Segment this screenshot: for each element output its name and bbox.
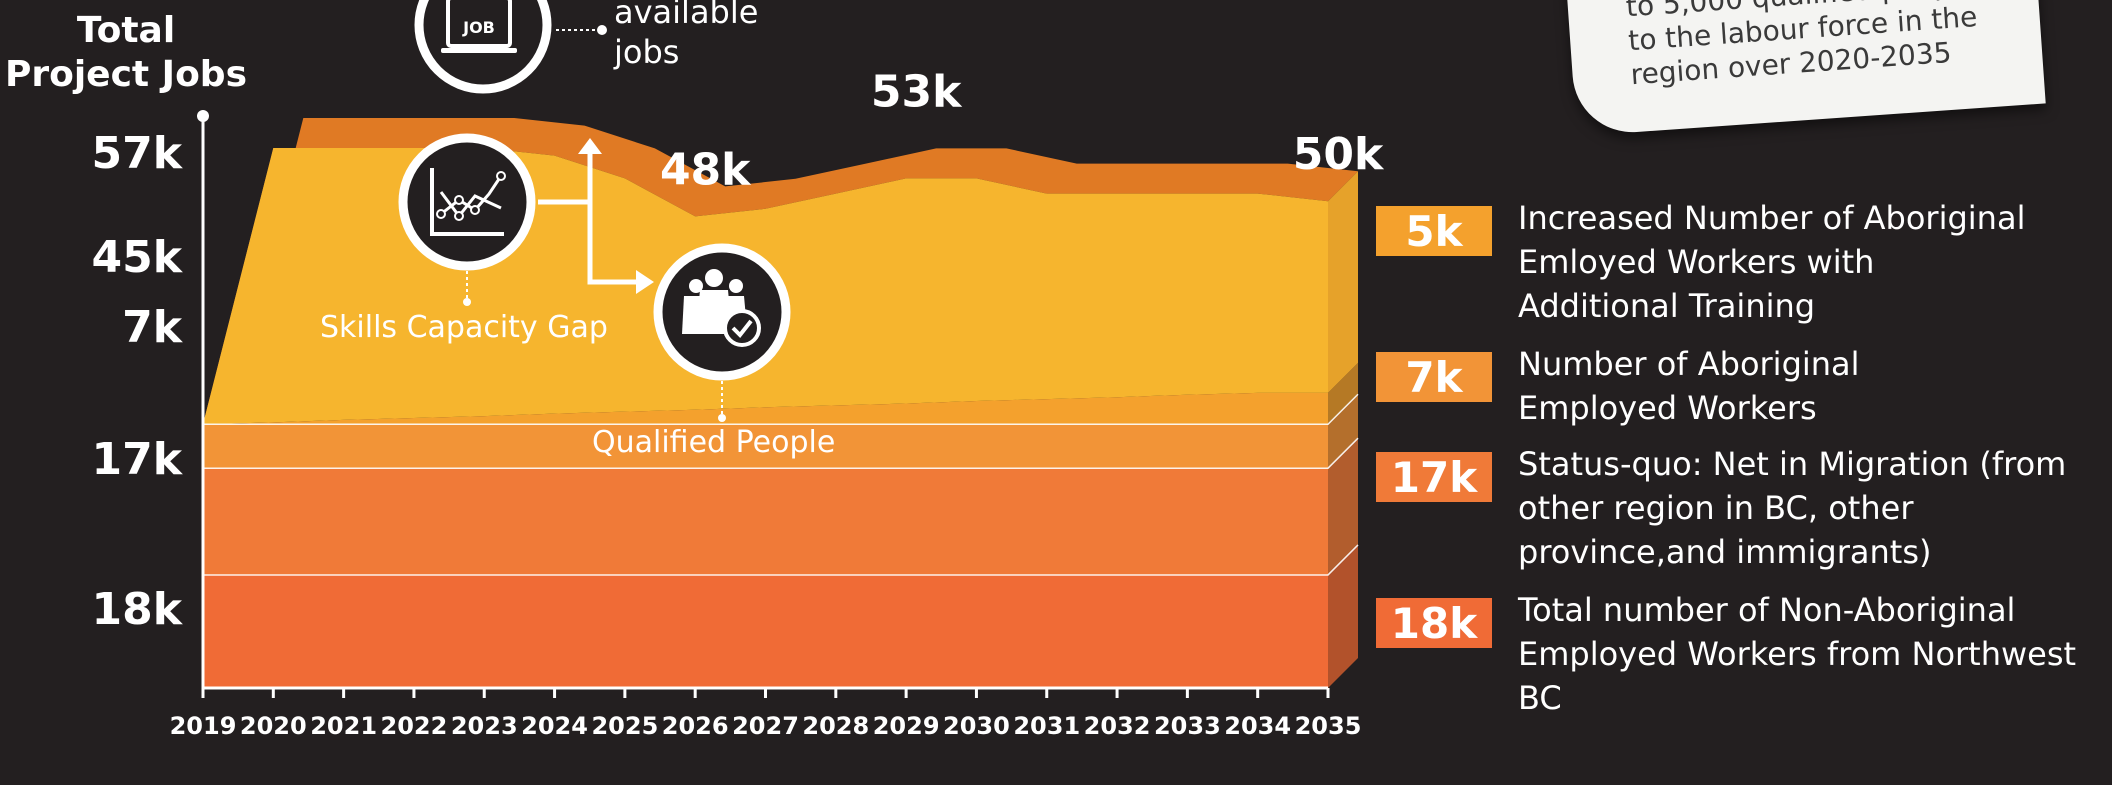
- legend-swatch-17k: 17k: [1376, 452, 1492, 502]
- series-divider-3: [203, 393, 1359, 425]
- x-tick-label-2019: 2019: [170, 712, 237, 740]
- y-tick-label-17k: 17k: [92, 434, 184, 485]
- x-tick-label-2034: 2034: [1224, 712, 1291, 740]
- legend-swatch-18k: 18k: [1376, 598, 1492, 648]
- y-axis-dot: [197, 110, 209, 122]
- area-chart: 2019 2020 2021 2022 2023 2024 2025 2026 2027 2028…: [5, 0, 1385, 740]
- skills-capacity-gap-label: Skills Capacity Gap: [320, 310, 608, 345]
- series-divider-2: [203, 437, 1359, 469]
- series-side-0: [1328, 544, 1358, 688]
- y-tick-label-57k: 57k: [92, 128, 184, 179]
- series-side-2: [1328, 394, 1358, 469]
- legend-label-migration: Status-quo: Net in Migration (from other…: [1518, 445, 2067, 571]
- line-chart-icon: [398, 133, 536, 271]
- y-tick-label-7k: 7k: [122, 302, 184, 353]
- x-tick-label-2022: 2022: [381, 712, 448, 740]
- series-side-3: [1328, 362, 1358, 425]
- series-divider-1: [203, 544, 1359, 576]
- x-tick-label-2025: 2025: [591, 712, 658, 740]
- y-axis-label-line-1: Project Jobs: [5, 54, 247, 95]
- legend-swatch-5k: 5k: [1376, 206, 1492, 256]
- x-tick-label-2035: 2035: [1295, 712, 1362, 740]
- qualified-people-icon: [653, 243, 791, 381]
- y-axis-label-line-0: Total: [77, 10, 175, 51]
- y-tick-label-45k: 45k: [92, 232, 184, 283]
- series-area-2: [203, 424, 1328, 469]
- job-icon-text: JOB: [462, 18, 495, 37]
- series-area-0: [203, 574, 1328, 688]
- x-tick-label-2029: 2029: [873, 712, 940, 740]
- x-tick-label-2028: 2028: [802, 712, 869, 740]
- point-label-2035: 50k: [1293, 129, 1385, 180]
- legend-label-aboriginal: Number of Aboriginal Employed Workers: [1518, 345, 1860, 427]
- point-label-2029: 53k: [871, 66, 963, 117]
- x-tick-label-2032: 2032: [1084, 712, 1151, 740]
- qualified-people-label: Qualified People: [592, 425, 836, 460]
- legend-swatch-7k: 7k: [1376, 352, 1492, 402]
- x-tick-label-2020: 2020: [240, 712, 307, 740]
- available-jobs-label: available jobs: [614, 0, 759, 71]
- series-area-3: [203, 392, 1328, 425]
- point-label-2026: 48k: [660, 144, 752, 195]
- x-tick-label-2026: 2026: [662, 712, 729, 740]
- series-area-1: [203, 468, 1328, 575]
- info-note: to 5,000 qualified people to the labour …: [1564, 0, 2046, 137]
- total-side-face: [1328, 171, 1358, 393]
- x-tick-label-2031: 2031: [1013, 712, 1080, 740]
- y-tick-label-18k: 18k: [92, 584, 184, 635]
- x-tick-label-2030: 2030: [943, 712, 1010, 740]
- x-tick-label-2023: 2023: [451, 712, 518, 740]
- x-tick-label-2027: 2027: [732, 712, 799, 740]
- x-tick-label-2021: 2021: [310, 712, 377, 740]
- legend-label-training: Increased Number of Aboriginal Emloyed W…: [1518, 199, 2026, 325]
- x-tick-label-2033: 2033: [1154, 712, 1221, 740]
- info-note-text: to 5,000 qualified people to the labour …: [1624, 0, 1979, 92]
- series-side-1: [1328, 438, 1358, 575]
- legend-label-non-aboriginal: Total number of Non-Aboriginal Employed …: [1518, 591, 2077, 717]
- x-tick-label-2024: 2024: [521, 712, 588, 740]
- job-search-icon: JOB: [414, 0, 552, 94]
